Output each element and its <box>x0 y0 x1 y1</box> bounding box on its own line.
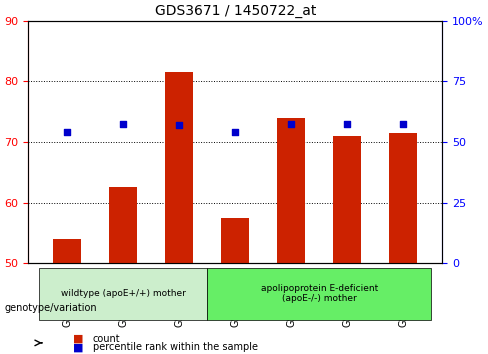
Bar <box>333 136 361 263</box>
Text: ■: ■ <box>73 333 84 344</box>
FancyBboxPatch shape <box>39 268 207 320</box>
Point <box>175 122 183 128</box>
Text: count: count <box>93 333 121 344</box>
Text: apolipoprotein E-deficient
(apoE-/-) mother: apolipoprotein E-deficient (apoE-/-) mot… <box>261 284 378 303</box>
Point <box>399 121 407 126</box>
Text: ■: ■ <box>73 342 84 353</box>
Point <box>231 129 239 135</box>
Title: GDS3671 / 1450722_at: GDS3671 / 1450722_at <box>155 4 316 18</box>
Bar <box>277 118 305 263</box>
Bar <box>165 72 193 263</box>
Bar <box>221 218 249 263</box>
Point <box>344 121 351 126</box>
Point <box>287 121 295 126</box>
FancyBboxPatch shape <box>207 268 431 320</box>
Point <box>63 129 71 135</box>
Bar <box>53 239 81 263</box>
Point <box>120 121 127 126</box>
Bar <box>109 187 137 263</box>
Text: wildtype (apoE+/+) mother: wildtype (apoE+/+) mother <box>61 289 185 298</box>
Text: percentile rank within the sample: percentile rank within the sample <box>93 342 258 353</box>
Bar <box>389 133 417 263</box>
Text: genotype/variation: genotype/variation <box>5 303 98 313</box>
